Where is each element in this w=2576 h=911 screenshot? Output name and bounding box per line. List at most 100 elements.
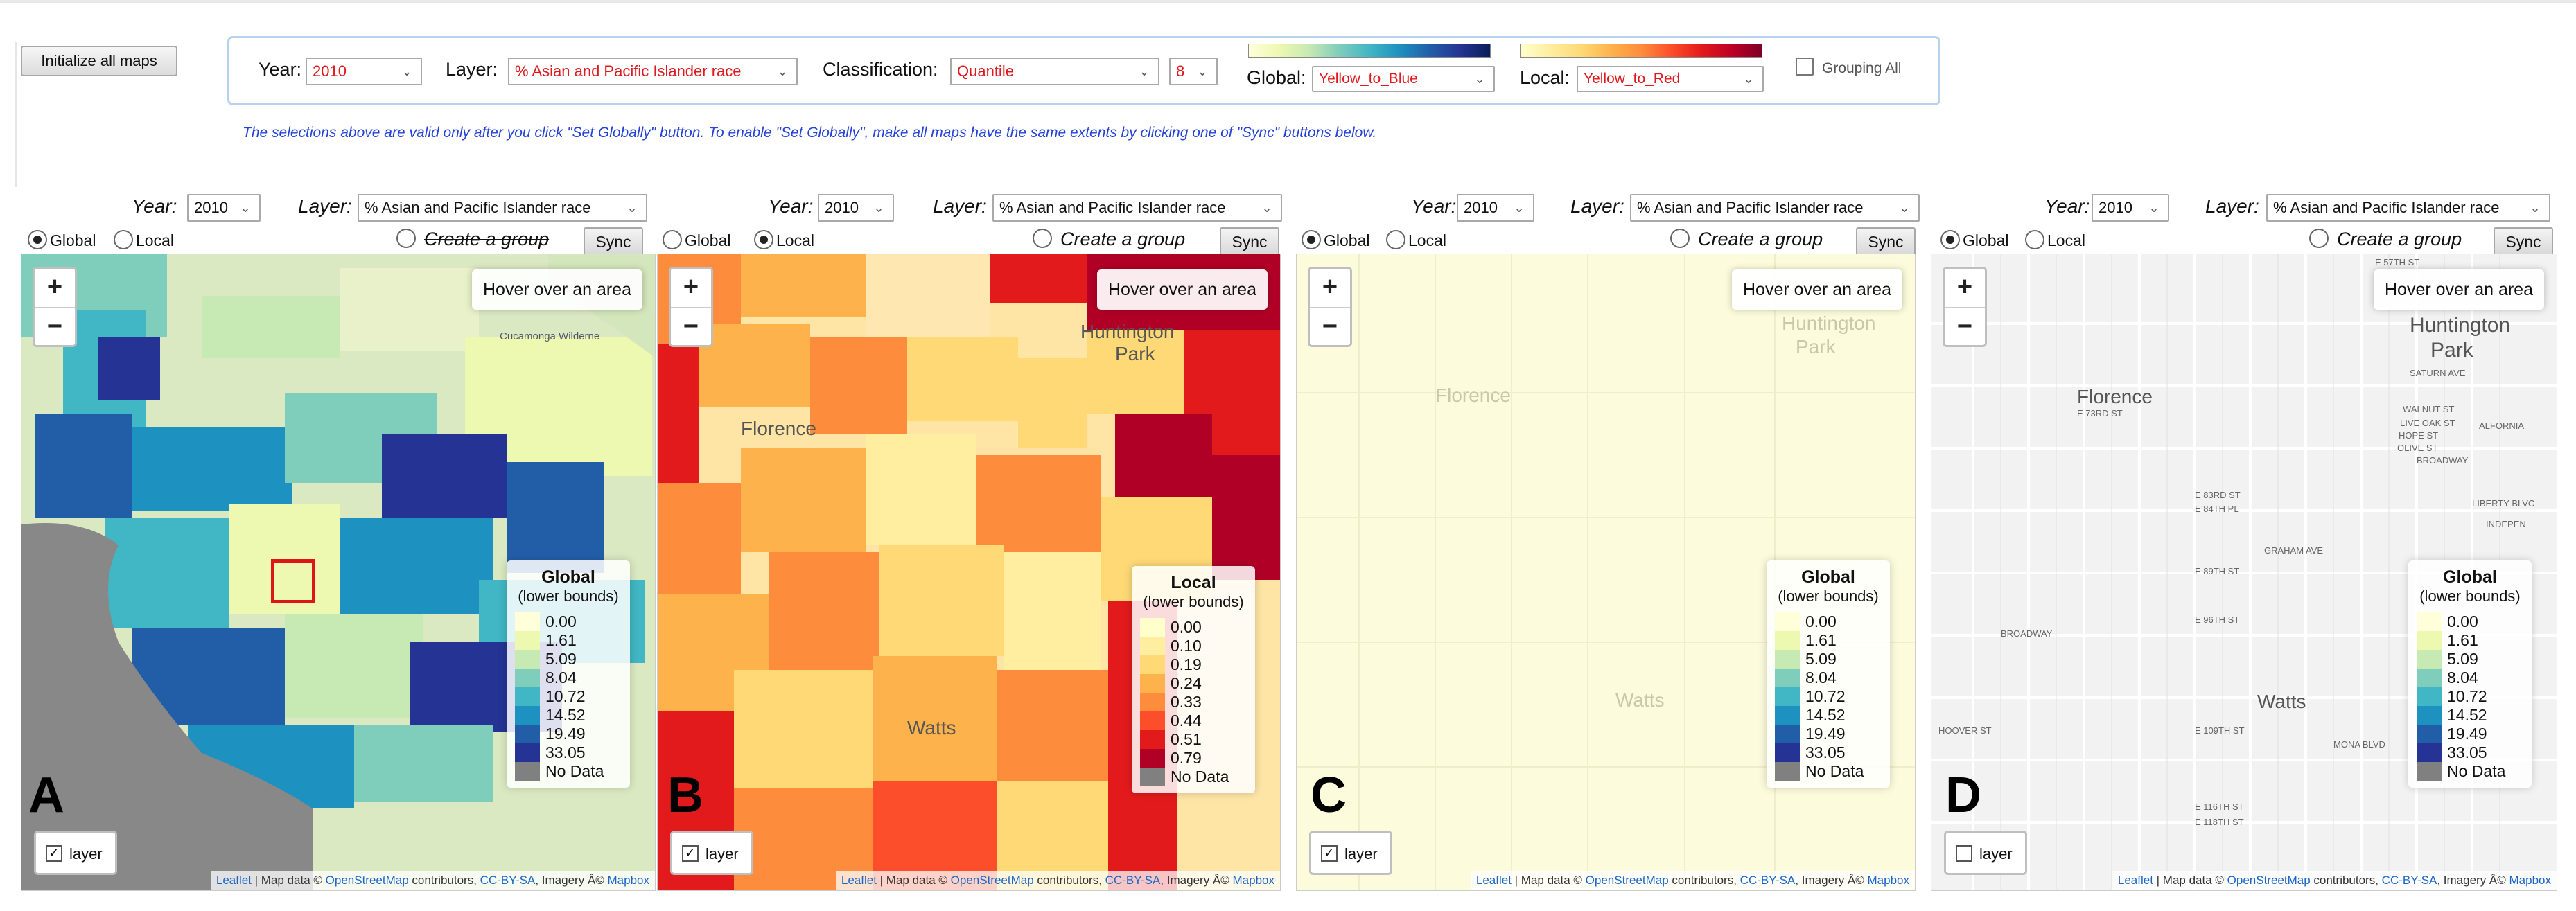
leaflet-link[interactable]: Leaflet xyxy=(216,874,252,887)
panel-a-create-group-radio[interactable] xyxy=(396,229,416,248)
panel-c-year-select[interactable]: 2010 ⌄ xyxy=(1457,194,1534,222)
panel-b-zoom-out-button[interactable]: − xyxy=(671,307,711,345)
legend-swatch xyxy=(1140,768,1165,786)
panel-a-year-value: 2010 xyxy=(194,199,228,216)
osm-link[interactable]: OpenStreetMap xyxy=(1585,874,1669,887)
panel-c-year-label: Year: xyxy=(1411,195,1457,217)
panel-b-create-group-radio[interactable] xyxy=(1033,229,1052,248)
panel-d-map[interactable]: Florence Watts Huntington Park E 57TH ST… xyxy=(1931,254,2557,891)
mapbox-link[interactable]: Mapbox xyxy=(1867,874,1909,887)
cc-link[interactable]: CC-BY-SA xyxy=(1740,874,1796,887)
osm-link[interactable]: OpenStreetMap xyxy=(950,874,1034,887)
panel-a-sync-button[interactable]: Sync xyxy=(584,227,643,256)
panel-a-map[interactable]: Cucamonga Wilderne + − Hover over an are… xyxy=(21,254,656,891)
initialize-all-maps-button[interactable]: Initialize all maps xyxy=(21,46,177,76)
panel-c-create-group-radio[interactable] xyxy=(1670,229,1690,248)
panel-b-local-label: Local xyxy=(776,231,814,249)
legend-value: 19.49 xyxy=(2447,725,2487,743)
legend-swatch xyxy=(515,743,540,762)
panel-c-zoom-out-button[interactable]: − xyxy=(1310,307,1350,345)
classes-select[interactable]: 8 ⌄ xyxy=(1169,58,1218,85)
panel-d-zoom-out-button[interactable]: − xyxy=(1945,307,1985,345)
cc-link[interactable]: CC-BY-SA xyxy=(480,874,536,887)
panel-a-year-select[interactable]: 2010 ⌄ xyxy=(187,194,261,222)
classification-select[interactable]: Quantile ⌄ xyxy=(950,58,1159,85)
panel-c-legend-subtitle: (lower bounds) xyxy=(1778,587,1879,605)
panel-d-year-select[interactable]: 2010 ⌄ xyxy=(2092,194,2169,222)
chevron-down-icon: ⌄ xyxy=(1743,72,1754,86)
local-ramp-select[interactable]: Yellow_to_Red ⌄ xyxy=(1577,66,1764,92)
panel-b-global-radio[interactable] xyxy=(663,230,682,249)
panel-a-local-radio[interactable] xyxy=(114,230,133,249)
legend-value: No Data xyxy=(545,762,604,780)
panel-a-layer-checkbox[interactable]: ✓ xyxy=(46,845,62,862)
panel-d-layer-checkbox[interactable] xyxy=(1956,845,1972,862)
panel-d-sync-button[interactable]: Sync xyxy=(2494,227,2553,256)
legend-swatch xyxy=(2417,669,2442,687)
panel-a-layer-toggle[interactable]: ✓ layer xyxy=(34,831,117,875)
panel-b-layer-checkbox[interactable]: ✓ xyxy=(682,845,699,862)
global-year-select[interactable]: 2010 ⌄ xyxy=(306,58,422,85)
panel-d-create-group-radio[interactable] xyxy=(2309,229,2329,248)
panel-c-layer-checkbox[interactable]: ✓ xyxy=(1321,845,1338,862)
attribution-text: | Map data © xyxy=(1511,874,1586,887)
leaflet-link[interactable]: Leaflet xyxy=(2117,874,2153,887)
mapbox-link[interactable]: Mapbox xyxy=(2509,874,2551,887)
mapbox-link[interactable]: Mapbox xyxy=(607,874,649,887)
panel-d-layer-select[interactable]: % Asian and Pacific Islander race ⌄ xyxy=(2266,194,2550,222)
panel-b-sync-button[interactable]: Sync xyxy=(1220,227,1279,256)
panel-c-global-radio[interactable] xyxy=(1302,230,1321,249)
cc-link[interactable]: CC-BY-SA xyxy=(1105,874,1161,887)
panel-d-zoom-in-button[interactable]: + xyxy=(1956,272,1973,301)
leaflet-link[interactable]: Leaflet xyxy=(1475,874,1512,887)
panel-a-layer-select[interactable]: % Asian and Pacific Islander race ⌄ xyxy=(358,194,647,222)
legend-swatch xyxy=(515,687,540,706)
panel-c-sync-button[interactable]: Sync xyxy=(1856,227,1916,256)
legend-row: 0.19 xyxy=(1140,655,1247,674)
panel-c-layer-select[interactable]: % Asian and Pacific Islander race ⌄ xyxy=(1630,194,1920,222)
panel-b-layer-select[interactable]: % Asian and Pacific Islander race ⌄ xyxy=(992,194,1282,222)
panel-d-global-radio[interactable] xyxy=(1940,230,1960,249)
legend-value: 14.52 xyxy=(2447,706,2487,724)
panel-b-layer-toggle[interactable]: ✓ layer xyxy=(670,831,753,875)
osm-link[interactable]: OpenStreetMap xyxy=(2227,874,2311,887)
panel-b-year-select[interactable]: 2010 ⌄ xyxy=(818,194,894,222)
osm-link[interactable]: OpenStreetMap xyxy=(325,874,409,887)
legend-row: 19.49 xyxy=(1775,725,1882,743)
panel-c-legend-title: Global xyxy=(1801,567,1855,587)
legend-swatch xyxy=(515,706,540,725)
panel-a-global-radio[interactable] xyxy=(28,230,47,249)
legend-value: 5.09 xyxy=(1805,650,1837,668)
chevron-down-icon: ⌄ xyxy=(1261,201,1272,215)
street-label: E 109TH ST xyxy=(2195,725,2245,736)
panel-c-map[interactable]: Florence Watts Huntington Park + − Hover… xyxy=(1296,254,1916,891)
legend-swatch xyxy=(1775,706,1800,725)
grouping-all-checkbox[interactable] xyxy=(1796,58,1814,76)
panel-b-zoom-in-button[interactable]: + xyxy=(683,272,699,301)
panel-d-place-florence: Florence xyxy=(2077,386,2153,407)
panel-c-layer-label: Layer: xyxy=(1570,195,1624,217)
legend-value: 14.52 xyxy=(545,706,586,724)
street-label: OLIVE ST xyxy=(2397,443,2438,453)
panel-b-map[interactable]: Florence Watts Huntington Park + − Hover… xyxy=(657,254,1281,891)
street-label: E 73RD ST xyxy=(2077,408,2123,418)
panel-a-extent-box xyxy=(271,559,315,603)
leaflet-link[interactable]: Leaflet xyxy=(841,874,877,887)
panel-a-zoom-out-button[interactable]: − xyxy=(35,307,75,345)
chevron-down-icon: ⌄ xyxy=(401,64,412,78)
mapbox-link[interactable]: Mapbox xyxy=(1232,874,1274,887)
cc-link[interactable]: CC-BY-SA xyxy=(2381,874,2437,887)
panel-c-place-huntington: Huntington xyxy=(1782,312,1876,334)
panel-c-local-radio[interactable] xyxy=(1386,230,1405,249)
panel-c-layer-toggle[interactable]: ✓ layer xyxy=(1309,831,1392,875)
global-ramp-select[interactable]: Yellow_to_Blue ⌄ xyxy=(1312,66,1495,92)
panel-b-hover-info: Hover over an area xyxy=(1096,269,1268,310)
panel-d-layer-toggle[interactable]: layer xyxy=(1944,831,2027,875)
legend-swatch xyxy=(1775,631,1800,650)
legend-row: 8.04 xyxy=(1775,669,1882,687)
panel-c-zoom-in-button[interactable]: + xyxy=(1322,272,1338,301)
panel-a-zoom-in-button[interactable]: + xyxy=(46,272,63,301)
panel-b-local-radio[interactable] xyxy=(754,230,773,249)
panel-d-local-radio[interactable] xyxy=(2025,230,2044,249)
global-layer-select[interactable]: % Asian and Pacific Islander race ⌄ xyxy=(508,58,798,85)
